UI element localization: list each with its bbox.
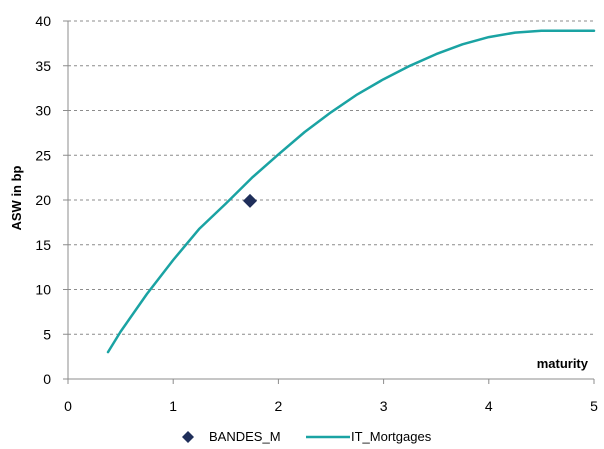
y-tick-label: 35 [35, 58, 51, 74]
y-tick-label: 25 [35, 147, 51, 163]
data-point-bandes-m [242, 193, 257, 208]
x-tick-label: 1 [169, 398, 177, 414]
legend-label: IT_Mortgages [351, 429, 432, 444]
series-line-it-mortgages [106, 29, 596, 354]
legend: BANDES_M IT_Mortgages [182, 429, 432, 444]
x-tick-labels: 0 1 2 3 4 5 [64, 398, 598, 414]
legend-item-it-mortgages: IT_Mortgages [306, 429, 432, 444]
y-tick-label: 0 [43, 371, 51, 387]
legend-label: BANDES_M [209, 429, 281, 444]
y-tick-labels: 0 5 10 15 20 25 30 35 40 [35, 13, 51, 387]
gridlines [68, 20, 594, 335]
legend-marker-diamond [182, 431, 194, 443]
axes [63, 20, 595, 384]
x-axis-title: maturity [537, 356, 589, 371]
y-tick-label: 10 [35, 282, 51, 298]
x-tick-label: 0 [64, 398, 72, 414]
x-tick-label: 3 [380, 398, 388, 414]
series-layer [106, 29, 596, 354]
y-tick-label: 30 [35, 103, 51, 119]
y-tick-label: 15 [35, 237, 51, 253]
y-tick-label: 20 [35, 192, 51, 208]
x-tick-label: 5 [590, 398, 598, 414]
y-tick-label: 40 [35, 13, 51, 29]
x-tick-label: 2 [275, 398, 283, 414]
y-axis-title: ASW in bp [9, 165, 24, 230]
x-tick-label: 4 [485, 398, 493, 414]
legend-item-bandes-m: BANDES_M [182, 429, 281, 444]
y-tick-label: 5 [43, 326, 51, 342]
